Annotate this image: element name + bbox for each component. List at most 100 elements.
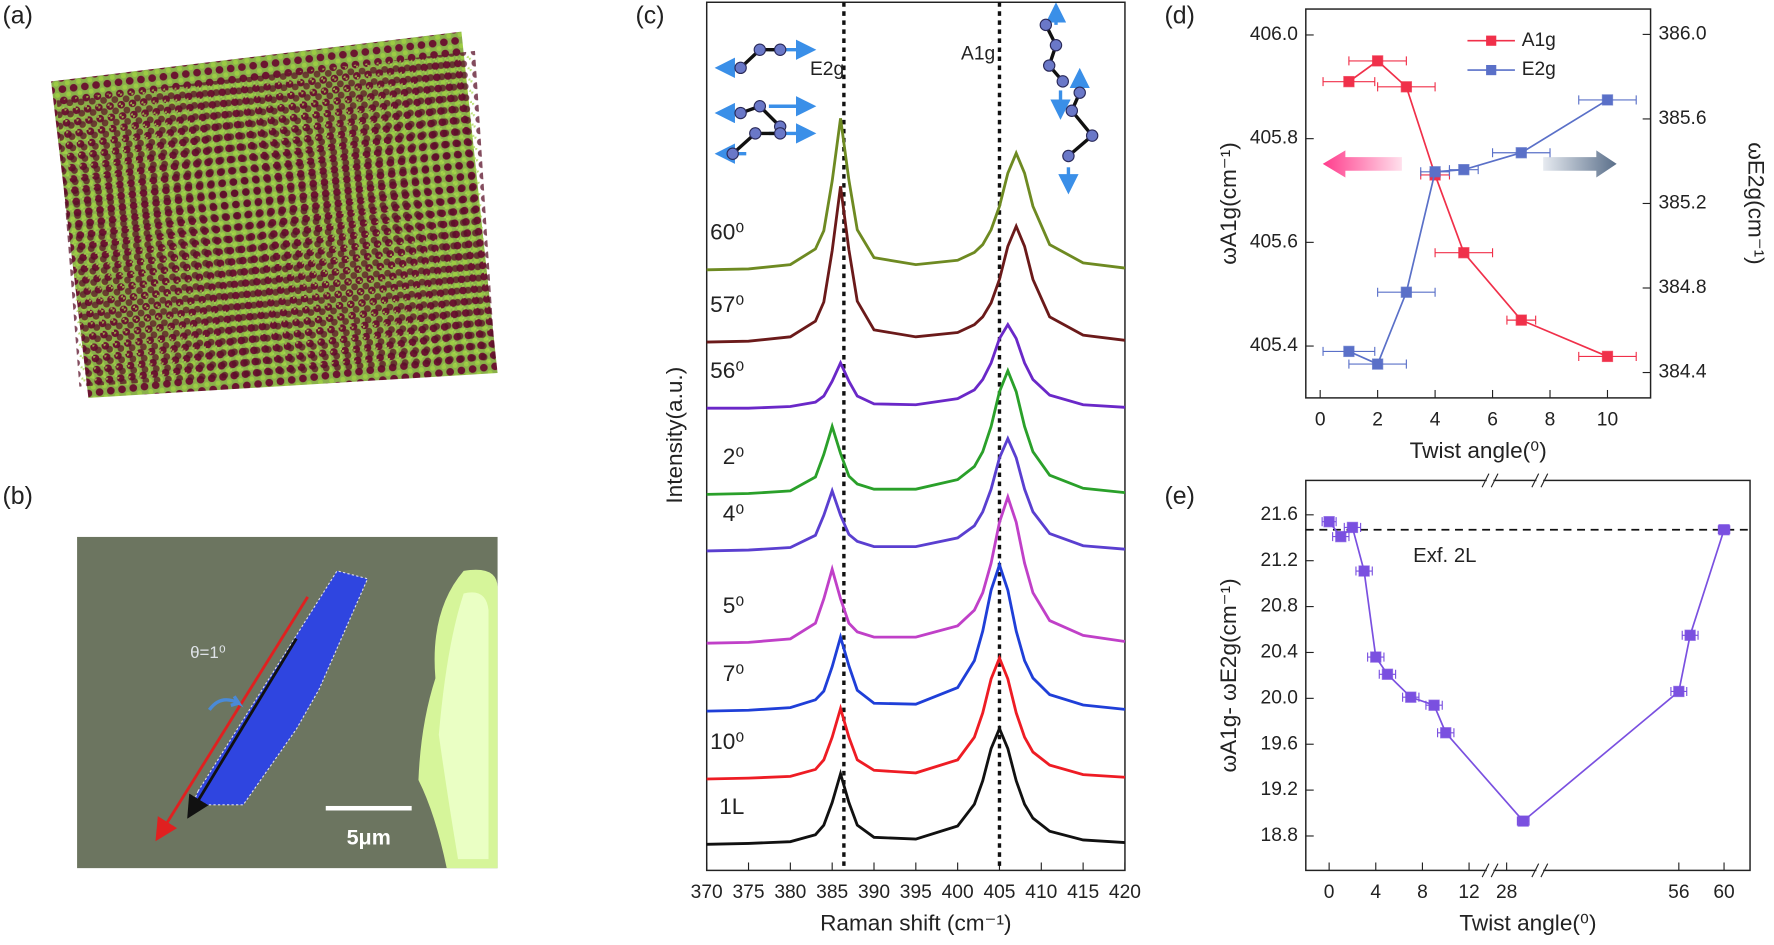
x-tick-label: 4	[1370, 882, 1381, 903]
marker	[1346, 521, 1359, 534]
series-line	[706, 321, 1126, 410]
axis-break	[1531, 863, 1549, 878]
y-tick-label: 19.6	[1261, 733, 1298, 754]
y2-tick-label: 386.0	[1658, 23, 1706, 44]
marker	[1400, 286, 1413, 298]
x-tick-label: 28	[1496, 882, 1517, 903]
series-line	[706, 366, 1126, 496]
marker	[1718, 524, 1730, 536]
axis-break-gap	[1486, 868, 1494, 873]
series-line	[706, 118, 1126, 272]
series-line	[706, 186, 1126, 344]
series-line	[706, 724, 1126, 846]
marker	[1335, 530, 1347, 543]
series-line	[1348, 99, 1608, 366]
series-label: 2⁰	[723, 444, 745, 469]
y2-tick-label: 384.8	[1658, 277, 1706, 298]
marker	[1458, 247, 1470, 259]
y2-tick-label: 384.4	[1658, 362, 1706, 383]
marker	[1371, 55, 1384, 67]
axis-arrow	[187, 637, 298, 819]
scale-bar-label: 5μm	[347, 825, 391, 849]
series-label: 1L	[719, 794, 744, 819]
y2-axis-label: ωE2g(cm⁻¹)	[1744, 142, 1769, 264]
marker	[1323, 516, 1335, 528]
marker	[1440, 727, 1452, 739]
x-tick-label: 380	[774, 882, 806, 903]
panel-label: (d)	[1165, 2, 1195, 30]
reference-label: Exf. 2L	[1413, 545, 1476, 567]
y-tick-label: 20.4	[1261, 642, 1299, 663]
marker	[1371, 358, 1384, 370]
axis-arrow-right	[1543, 150, 1617, 178]
y-tick-label: 19.2	[1261, 779, 1298, 800]
series-line	[706, 435, 1126, 553]
molecule-inset	[731, 24, 1095, 158]
y-tick-label: 20.0	[1261, 687, 1298, 708]
panel-label: (a)	[2, 2, 32, 30]
marker	[1515, 314, 1527, 326]
axis-break	[1481, 473, 1499, 488]
y2-tick-label: 385.6	[1658, 108, 1706, 129]
marker	[1673, 685, 1685, 698]
axis-break	[1531, 473, 1549, 488]
axis-break	[1481, 863, 1499, 878]
marker	[1405, 691, 1417, 703]
x-tick-label: 405	[983, 882, 1015, 903]
mode-label: E2g	[810, 59, 844, 80]
y-tick-label: 21.2	[1261, 550, 1298, 571]
series-label: 4⁰	[723, 501, 745, 526]
series-line	[706, 560, 1126, 713]
legend-marker	[1486, 64, 1497, 76]
x-tick-label: 375	[733, 882, 765, 903]
axis-break-gap	[1536, 868, 1544, 873]
series-label: 7⁰	[723, 661, 745, 686]
marker	[1381, 668, 1394, 680]
x-tick-label: 56	[1668, 882, 1689, 903]
x-tick-label: 410	[1025, 882, 1057, 903]
marker	[1458, 164, 1470, 176]
x-tick-label: 8	[1417, 882, 1428, 903]
x-axis-label: Twist angle(⁰)	[1459, 911, 1596, 936]
x-tick-label: 10	[1597, 410, 1618, 431]
x-tick-label: 390	[858, 882, 890, 903]
series-label: 57⁰	[710, 292, 744, 317]
x-tick-label: 420	[1109, 882, 1141, 903]
x-tick-label: 12	[1458, 882, 1479, 903]
y-tick-label: 18.8	[1261, 825, 1298, 846]
series-line	[1348, 59, 1608, 358]
x-axis-label: Twist angle(⁰)	[1410, 438, 1547, 463]
x-axis-label: Raman shift (cm⁻¹)	[820, 911, 1011, 936]
marker	[1517, 815, 1529, 827]
series-label: 5⁰	[723, 593, 745, 618]
y-axis-label: ωA1g- ωE2g(cm⁻¹)	[1216, 578, 1241, 772]
marker	[1343, 75, 1355, 88]
marker	[1601, 350, 1614, 363]
series-label: 60⁰	[710, 220, 744, 245]
thick-flake-core	[438, 592, 489, 860]
mode-label: A1g	[961, 43, 995, 64]
marker	[1370, 651, 1382, 663]
axis-arrow-left	[1322, 150, 1402, 178]
legend-marker	[1486, 35, 1497, 46]
x-tick-label: 0	[1315, 410, 1326, 431]
series-line	[706, 654, 1126, 781]
x-tick-label: 0	[1324, 882, 1335, 903]
y-tick-label: 405.6	[1250, 231, 1298, 252]
x-tick-label: 60	[1713, 882, 1734, 903]
scale-bar	[325, 805, 412, 811]
plot-frame	[1305, 8, 1652, 399]
marker	[1400, 81, 1413, 93]
panel-label: (b)	[2, 482, 32, 510]
legend-label: E2g	[1522, 59, 1556, 80]
x-tick-label: 2	[1372, 410, 1383, 431]
angle-label: θ=1⁰	[190, 643, 226, 662]
y2-tick-label: 385.2	[1658, 193, 1706, 214]
y-axis-label: ωA1g(cm⁻¹)	[1216, 142, 1241, 264]
x-tick-label: 370	[691, 882, 723, 903]
axis-arrow	[155, 596, 309, 842]
rotation-arrow	[207, 695, 244, 711]
marker	[1684, 629, 1696, 641]
y-tick-label: 405.4	[1250, 335, 1298, 356]
